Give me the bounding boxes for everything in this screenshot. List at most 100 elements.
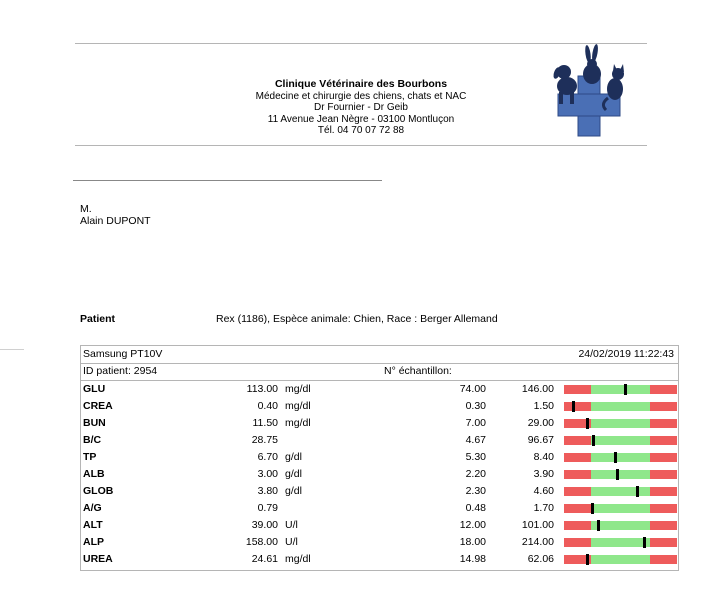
range-low-segment bbox=[564, 504, 591, 513]
test-value: 0.79 bbox=[257, 502, 278, 514]
range-bar bbox=[564, 435, 677, 446]
range-min: 14.98 bbox=[459, 553, 486, 565]
table-row: TP 6.70 g/dl 5.30 8.40 bbox=[81, 449, 678, 466]
clinic-header: Clinique Vétérinaire des Bourbons Médeci… bbox=[75, 78, 647, 137]
range-min: 2.20 bbox=[465, 468, 486, 480]
range-min: 12.00 bbox=[459, 519, 486, 531]
range-low-segment bbox=[564, 470, 591, 479]
test-unit: mg/dl bbox=[285, 383, 311, 395]
test-value: 6.70 bbox=[257, 451, 278, 463]
range-marker bbox=[616, 469, 620, 480]
recipient-name: Alain DUPONT bbox=[80, 215, 151, 227]
test-value: 3.00 bbox=[257, 468, 278, 480]
result-datetime: 24/02/2019 11:22:43 bbox=[578, 348, 674, 360]
range-normal-segment bbox=[591, 555, 650, 564]
range-normal-segment bbox=[591, 453, 650, 462]
test-name: TP bbox=[83, 451, 97, 463]
test-value: 3.80 bbox=[257, 485, 278, 497]
range-low-segment bbox=[564, 521, 591, 530]
range-high-segment bbox=[650, 538, 677, 547]
range-high-segment bbox=[650, 487, 677, 496]
range-max: 62.06 bbox=[527, 553, 554, 565]
range-bar bbox=[564, 486, 677, 497]
test-unit: mg/dl bbox=[285, 400, 311, 412]
range-bar bbox=[564, 452, 677, 463]
test-unit: mg/dl bbox=[285, 417, 311, 429]
range-max: 4.60 bbox=[533, 485, 554, 497]
range-max: 29.00 bbox=[527, 417, 554, 429]
test-name: ALB bbox=[83, 468, 105, 480]
range-normal-segment bbox=[591, 436, 650, 445]
range-max: 1.50 bbox=[533, 400, 554, 412]
test-unit: g/dl bbox=[285, 468, 302, 480]
test-name: UREA bbox=[83, 553, 113, 565]
test-value: 28.75 bbox=[251, 434, 278, 446]
range-marker bbox=[624, 384, 628, 395]
margin-tick bbox=[0, 349, 24, 350]
range-marker bbox=[636, 486, 640, 497]
range-min: 2.30 bbox=[465, 485, 486, 497]
address-rule bbox=[73, 180, 382, 181]
table-row: ALP 158.00 U/l 18.00 214.00 bbox=[81, 534, 678, 551]
range-normal-segment bbox=[591, 487, 650, 496]
range-low-segment bbox=[564, 555, 591, 564]
range-marker bbox=[591, 503, 595, 514]
range-high-segment bbox=[650, 402, 677, 411]
table-row: GLOB 3.80 g/dl 2.30 4.60 bbox=[81, 483, 678, 500]
range-max: 96.67 bbox=[527, 434, 554, 446]
range-min: 18.00 bbox=[459, 536, 486, 548]
test-name: GLOB bbox=[83, 485, 114, 497]
range-normal-segment bbox=[591, 470, 650, 479]
range-max: 214.00 bbox=[521, 536, 554, 548]
device-row: Samsung PT10V 24/02/2019 11:22:43 bbox=[81, 346, 678, 364]
range-marker bbox=[572, 401, 576, 412]
range-normal-segment bbox=[591, 385, 650, 394]
header-bottom-rule bbox=[75, 145, 647, 146]
test-name: CREA bbox=[83, 400, 113, 412]
test-value: 24.61 bbox=[251, 553, 278, 565]
range-marker bbox=[592, 435, 596, 446]
range-min: 4.67 bbox=[465, 434, 486, 446]
range-low-segment bbox=[564, 419, 591, 428]
range-marker bbox=[643, 537, 647, 548]
range-marker bbox=[613, 452, 617, 463]
clinic-logo-icon bbox=[553, 44, 624, 137]
test-value: 0.40 bbox=[257, 400, 278, 412]
range-min: 0.48 bbox=[465, 502, 486, 514]
patient-id: ID patient: 2954 bbox=[83, 365, 158, 377]
header-top-rule bbox=[75, 43, 647, 44]
range-high-segment bbox=[650, 504, 677, 513]
recipient-block: M. Alain DUPONT bbox=[80, 203, 151, 227]
range-high-segment bbox=[650, 385, 677, 394]
range-max: 8.40 bbox=[533, 451, 554, 463]
table-row: CREA 0.40 mg/dl 0.30 1.50 bbox=[81, 398, 678, 415]
test-value: 39.00 bbox=[251, 519, 278, 531]
range-high-segment bbox=[650, 436, 677, 445]
table-row: B/C 28.75 4.67 96.67 bbox=[81, 432, 678, 449]
range-min: 7.00 bbox=[465, 417, 486, 429]
range-low-segment bbox=[564, 385, 591, 394]
table-row: ALT 39.00 U/l 12.00 101.00 bbox=[81, 517, 678, 534]
range-min: 5.30 bbox=[465, 451, 486, 463]
range-marker bbox=[585, 554, 589, 565]
patient-value: Rex (1186), Espèce animale: Chien, Race … bbox=[216, 313, 498, 325]
range-bar bbox=[564, 503, 677, 514]
test-unit: mg/dl bbox=[285, 553, 311, 565]
recipient-title: M. bbox=[80, 203, 92, 215]
range-high-segment bbox=[650, 521, 677, 530]
table-row: ALB 3.00 g/dl 2.20 3.90 bbox=[81, 466, 678, 483]
range-bar bbox=[564, 537, 677, 548]
test-value: 113.00 bbox=[246, 383, 278, 395]
range-high-segment bbox=[650, 555, 677, 564]
test-unit: U/l bbox=[285, 519, 298, 531]
range-high-segment bbox=[650, 453, 677, 462]
patient-label: Patient bbox=[80, 313, 116, 325]
range-bar bbox=[564, 418, 677, 429]
range-bar bbox=[564, 384, 677, 395]
range-low-segment bbox=[564, 402, 591, 411]
range-normal-segment bbox=[591, 402, 650, 411]
range-max: 146.00 bbox=[521, 383, 554, 395]
test-name: ALP bbox=[83, 536, 104, 548]
clinic-specialty: Médecine et chirurgie des chiens, chats … bbox=[255, 90, 467, 102]
test-name: ALT bbox=[83, 519, 103, 531]
